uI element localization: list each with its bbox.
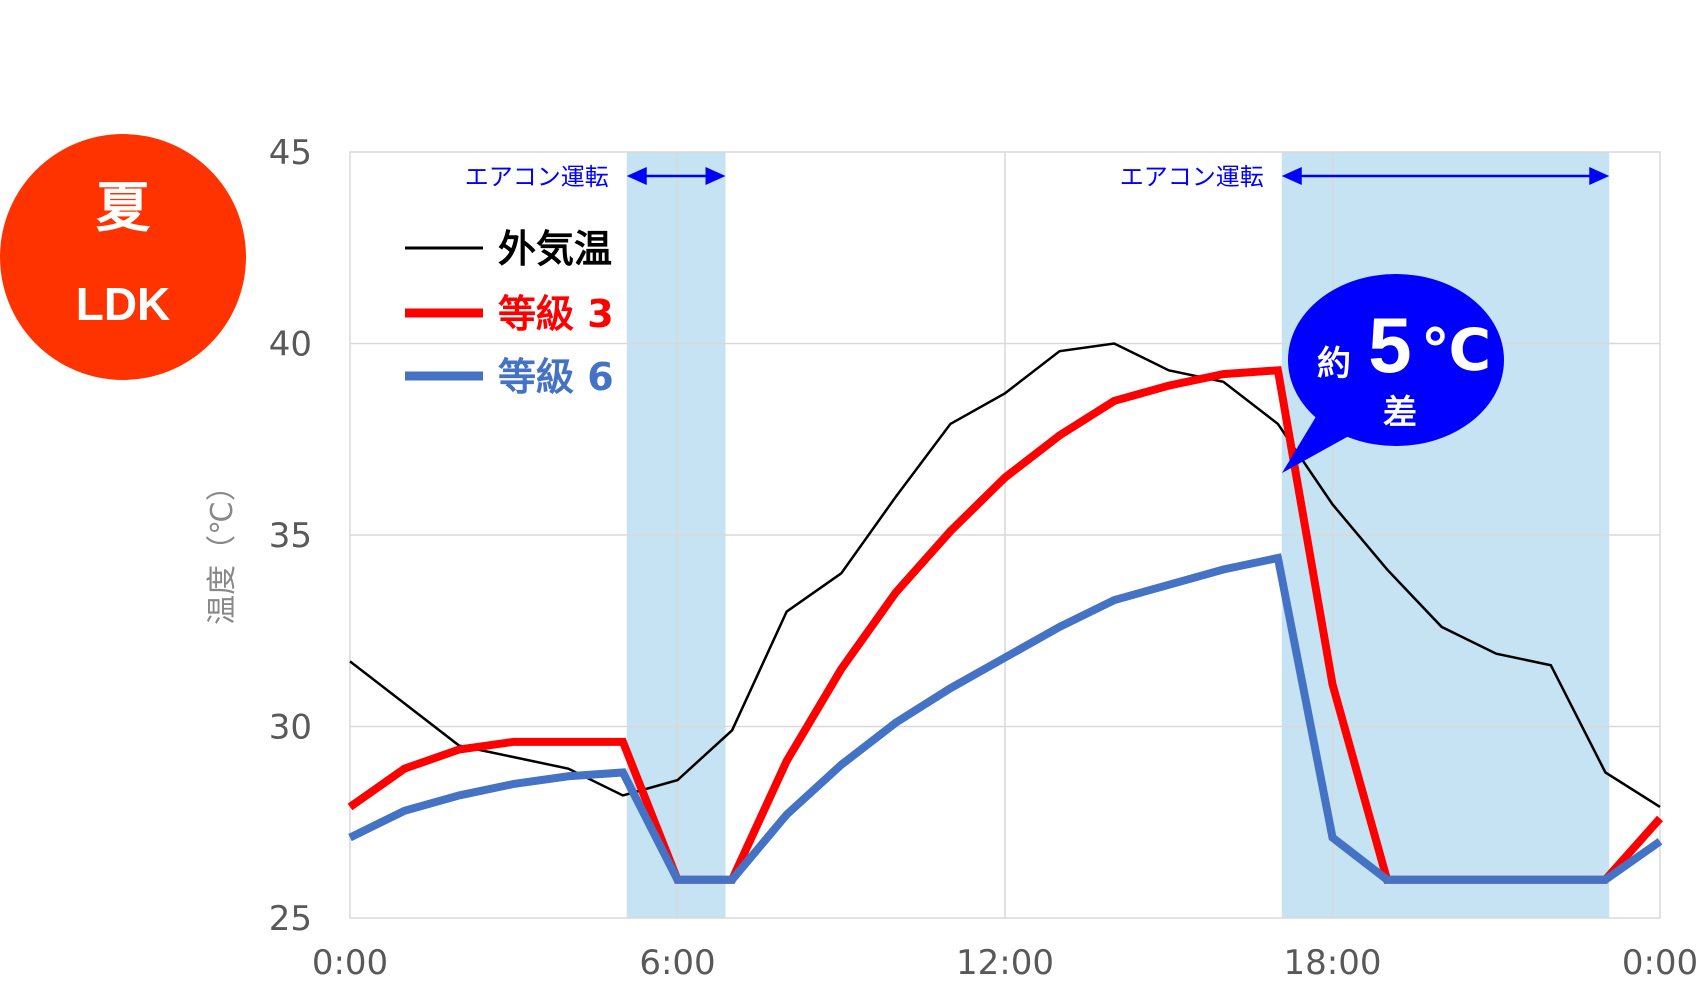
ac-period-arrow-head-right — [1589, 167, 1610, 185]
y-tick-label: 40 — [269, 325, 312, 365]
ac-period-arrow-head-left — [1281, 167, 1302, 185]
callout-unit: ℃ — [1421, 316, 1491, 384]
series-line-grade6 — [348, 553, 1663, 884]
callout-bubble — [1288, 274, 1504, 446]
y-tick-label: 45 — [269, 133, 312, 173]
ac-period-label: エアコン運転 — [1120, 163, 1264, 191]
y-tick-label: 35 — [269, 516, 312, 556]
y-tick-label: 30 — [269, 708, 312, 748]
y-tick-label: 25 — [269, 899, 312, 939]
season-badge: 夏 LDK — [0, 134, 246, 380]
x-tick-label: 12:00 — [956, 943, 1054, 983]
legend-label-grade6: 等級 6 — [498, 355, 614, 399]
x-tick-label: 0:00 — [1622, 943, 1698, 983]
ac-period-arrow-head-right — [705, 167, 726, 185]
x-tick-label: 6:00 — [639, 943, 715, 983]
y-axis-label: 温度（℃） — [205, 471, 240, 625]
difference-callout: 約 5 ℃ 差 — [1282, 274, 1504, 473]
series-line-outdoor — [349, 342, 1661, 808]
callout-suffix: 差 — [1383, 393, 1417, 433]
legend: 外気温 等級 3 等級 6 — [405, 227, 614, 399]
plot-area: 25 30 35 40 45 0:00 6:00 12:00 18:00 0:00 エアコン運転 エア… — [269, 133, 1698, 983]
x-tick-label: 0:00 — [312, 943, 388, 983]
ac-period-label: エアコン運転 — [465, 163, 609, 191]
callout-prefix: 約 — [1317, 344, 1351, 384]
callout-value: 5 — [1368, 301, 1411, 389]
badge-season-label: 夏 — [96, 176, 151, 239]
x-tick-label: 18:00 — [1284, 943, 1382, 983]
ac-period-arrow-head-left — [626, 167, 647, 185]
legend-label-outdoor: 外気温 — [498, 227, 612, 271]
badge-circle — [0, 134, 246, 380]
badge-room-label: LDK — [76, 278, 171, 330]
legend-label-grade3: 等級 3 — [498, 292, 614, 336]
